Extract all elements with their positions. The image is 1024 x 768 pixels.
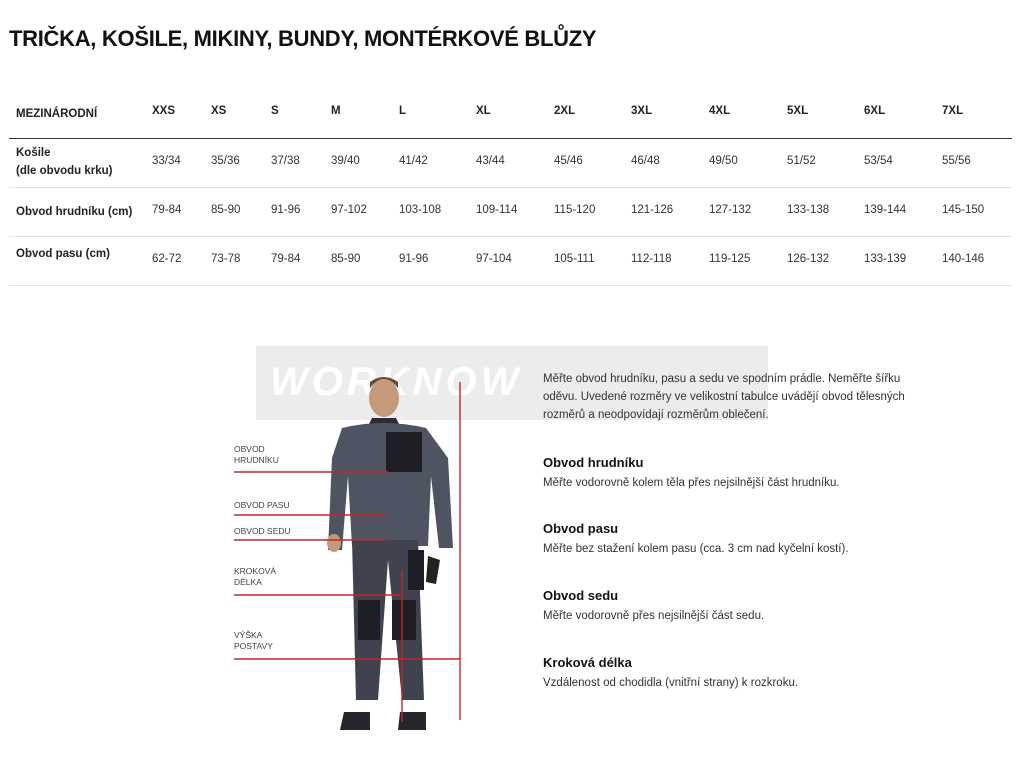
table-cell: XXS: [152, 105, 176, 117]
table-cell: 145-150: [942, 204, 985, 216]
table-cell: 62-72: [152, 253, 182, 265]
table-cell: 105-111: [554, 253, 595, 265]
table-cell: 79-84: [152, 204, 182, 216]
table-cell: 91-96: [271, 204, 301, 216]
row-label: (dle obvodu krku): [16, 165, 113, 177]
table-cell: 139-144: [864, 204, 907, 216]
table-cell: 85-90: [211, 204, 241, 216]
table-cell: 7XL: [942, 105, 964, 117]
table-cell: 103-108: [399, 204, 442, 216]
person-illustration: [327, 377, 453, 730]
table-row: Obvod hrudníku (cm) 79-84 85-90 91-96 97-102…: [9, 187, 1012, 237]
table-cell: 46/48: [631, 155, 660, 167]
row-label: Obvod pasu (cm): [16, 248, 110, 260]
table-cell: 97-102: [331, 204, 367, 216]
table-cell: 73-78: [211, 253, 241, 265]
table-cell: M: [331, 105, 341, 117]
intro-text: Měřte obvod hrudníku, pasu a sedu ve spo…: [543, 373, 905, 421]
section-seat: Obvod sedu Měřte vodorovně přes nejsilněj…: [543, 588, 765, 622]
table-cell: 5XL: [787, 105, 809, 117]
table-cell: 133-138: [787, 204, 830, 216]
table-cell: 2XL: [554, 105, 576, 117]
table-cell: S: [271, 105, 279, 117]
label-seat: OBVOD SEDU: [234, 526, 291, 536]
label-chest: OBVOD HRUDNÍKU: [234, 444, 279, 465]
table-cell: 39/40: [331, 155, 360, 167]
row-label: MEZINÁRODNÍ: [16, 108, 98, 120]
table-cell: XS: [211, 105, 227, 117]
table-cell: 35/36: [211, 155, 240, 167]
page-title: TRIČKA, KOŠILE, MIKINY, BUNDY, MONTÉRKOV…: [9, 26, 597, 51]
table-header: MEZINÁRODNÍ XXS XS S M L XL 2XL 3XL 4XL 5XL 6XL 7XL: [9, 90, 1012, 139]
table-row: Obvod pasu (cm) 62-72 73-78 79-84 85-90 91-96…: [9, 236, 1012, 286]
table-cell: 126-132: [787, 253, 830, 265]
section-inseam: Kroková délka Vzdálenost od chodidla (vni…: [543, 655, 799, 689]
table-cell: 37/38: [271, 155, 300, 167]
label-inseam: KROKOVÁ DÉLKA: [234, 566, 277, 587]
table-cell: 121-126: [631, 204, 674, 216]
table-cell: 6XL: [864, 105, 886, 117]
measure-lines: [234, 382, 461, 722]
table-cell: 109-114: [476, 204, 518, 216]
table-cell: XL: [476, 105, 491, 117]
table-cell: 97-104: [476, 253, 512, 265]
table-cell: L: [399, 105, 407, 117]
table-cell: 115-120: [554, 204, 596, 216]
label-height: VÝŠKA POSTAVY: [234, 630, 273, 651]
table-cell: 127-132: [709, 204, 752, 216]
table-cell: 3XL: [631, 105, 653, 117]
table-cell: 4XL: [709, 105, 731, 117]
table-cell: 133-139: [864, 253, 907, 265]
section-chest: Obvod hrudníku Měřte vodorovně kolem těla…: [543, 455, 840, 489]
table-cell: 91-96: [399, 253, 429, 265]
table-cell: 53/54: [864, 155, 893, 167]
label-waist: OBVOD PASU: [234, 500, 290, 510]
row-label: Obvod hrudníku (cm): [16, 206, 133, 218]
table-row: Košile (dle obvodu krku) 33/34 35/36 37/38 39…: [9, 138, 1012, 188]
row-label: Košile: [16, 147, 51, 159]
table-cell: 45/46: [554, 155, 583, 167]
table-cell: 51/52: [787, 155, 816, 167]
table-cell: 85-90: [331, 253, 361, 265]
table-cell: 140-146: [942, 253, 985, 265]
table-cell: 55/56: [942, 155, 971, 167]
table-cell: 79-84: [271, 253, 301, 265]
table-cell: 119-125: [709, 253, 751, 265]
table-cell: 43/44: [476, 155, 505, 167]
table-cell: 41/42: [399, 155, 428, 167]
table-cell: 112-118: [631, 253, 672, 265]
table-cell: 33/34: [152, 155, 181, 167]
section-waist: Obvod pasu Měřte bez stažení kolem pasu (…: [543, 521, 849, 555]
table-cell: 49/50: [709, 155, 738, 167]
